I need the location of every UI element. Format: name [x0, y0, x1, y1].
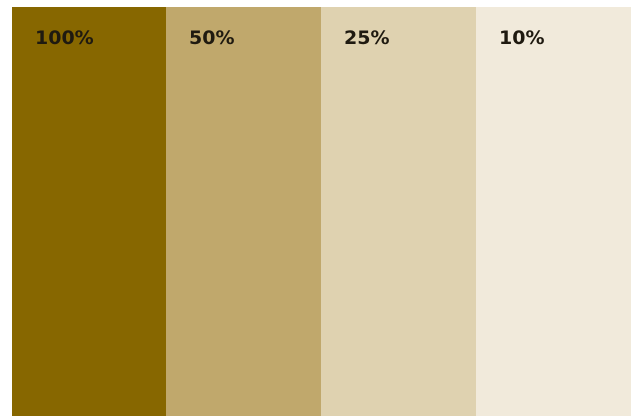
swatch-label: 50%: [189, 27, 235, 49]
swatch-25: 25%: [321, 7, 476, 416]
swatch-label: 10%: [499, 27, 545, 49]
color-tint-swatches: 100% 50% 25% 10%: [12, 7, 631, 416]
swatch-label: 100%: [35, 27, 94, 49]
swatch-50: 50%: [166, 7, 321, 416]
swatch-label: 25%: [344, 27, 390, 49]
swatch-100: 100%: [12, 7, 166, 416]
swatch-10: 10%: [476, 7, 631, 416]
